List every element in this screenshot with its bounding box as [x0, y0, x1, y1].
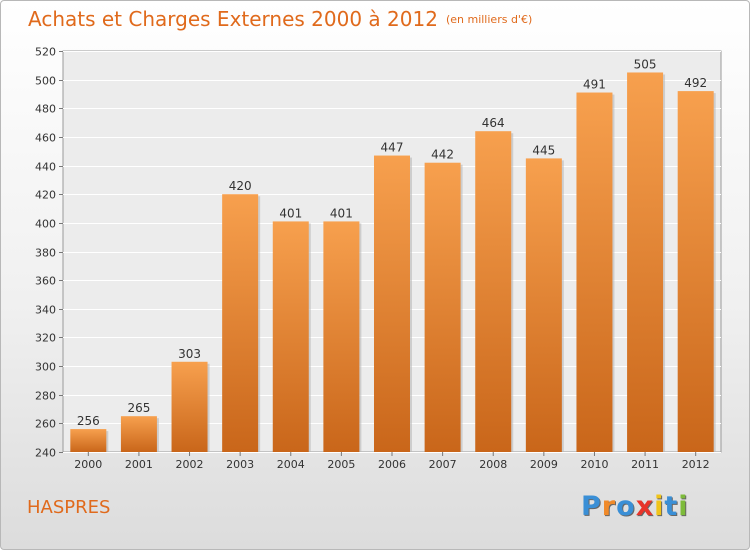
y-tick-label: 520	[35, 46, 56, 59]
proxiti-logo: Proxiti	[581, 491, 689, 522]
bar-value-label: 492	[684, 76, 707, 90]
logo-letter: x	[635, 491, 655, 522]
x-tick-label: 2008	[479, 458, 507, 471]
x-tick-label: 2004	[277, 458, 305, 471]
x-tick-label: 2011	[631, 458, 659, 471]
bar	[374, 155, 410, 452]
bar	[525, 158, 562, 453]
x-tick-label: 2012	[682, 458, 710, 471]
x-tick-label: 2009	[530, 458, 558, 471]
x-tick-label: 2003	[226, 458, 254, 471]
x-tick-label: 2000	[74, 458, 102, 471]
bar-value-label: 447	[381, 141, 404, 155]
bar-value-label: 401	[330, 206, 353, 220]
logo-letter: o	[616, 491, 636, 522]
bar	[576, 92, 613, 453]
y-tick-label: 240	[35, 447, 56, 460]
y-tick-label: 460	[35, 132, 56, 145]
commune-name: HASPRES	[27, 497, 111, 518]
y-tick-label: 380	[35, 247, 56, 260]
bar-value-label: 505	[634, 57, 657, 71]
bar	[424, 162, 461, 452]
y-axis: 240 260 280 300 320 340 360 380 400 420 440 460 480 5…	[35, 46, 63, 460]
x-tick-label: 2005	[327, 458, 355, 471]
y-tick-label: 360	[35, 275, 56, 288]
bar	[272, 221, 309, 452]
x-tick-label: 2010	[580, 458, 608, 471]
bar-value-label: 265	[127, 401, 150, 415]
bar-value-label: 420	[229, 179, 252, 193]
chart-subtitle: (en milliers d'€)	[445, 13, 533, 26]
x-axis: 2000 2001 2002 2003 2004 2005 2006 2007 2008 2009…	[74, 452, 710, 471]
y-tick-label: 280	[35, 390, 56, 403]
x-tick-label: 2006	[378, 458, 406, 471]
x-tick-label: 2001	[125, 458, 153, 471]
bar	[222, 194, 259, 452]
bars: 256 265 303 420 401 401 447 442 464 445 491 505 492	[70, 57, 716, 453]
y-tick-label: 500	[35, 75, 56, 88]
logo-letter: i	[678, 491, 689, 522]
chart-title-block: Achats et Charges Externes 2000 à 2012 (e…	[28, 7, 532, 31]
bar-value-label: 303	[178, 347, 201, 361]
x-tick-label: 2002	[176, 458, 204, 471]
bar-value-label: 491	[583, 78, 606, 92]
x-tick-label: 2007	[429, 458, 457, 471]
bar	[627, 72, 664, 452]
y-tick-label: 340	[35, 304, 56, 317]
logo-letter: r	[601, 491, 617, 522]
bar	[475, 131, 512, 452]
logo-letter: P	[581, 491, 602, 522]
y-tick-label: 260	[35, 418, 56, 431]
bar-value-label: 442	[431, 148, 454, 162]
y-tick-label: 480	[35, 103, 56, 116]
y-tick-label: 300	[35, 361, 56, 374]
bar	[70, 429, 107, 452]
bar	[323, 221, 360, 452]
bar	[120, 416, 157, 452]
y-tick-label: 320	[35, 332, 56, 345]
logo-letter: i	[654, 491, 665, 522]
bar-value-label: 445	[532, 143, 555, 157]
chart-title: Achats et Charges Externes 2000 à 2012	[28, 7, 438, 31]
bar	[171, 361, 208, 452]
bar-value-label: 256	[77, 414, 100, 428]
bar-value-label: 401	[279, 206, 302, 220]
y-tick-label: 400	[35, 218, 56, 231]
y-tick-label: 420	[35, 189, 56, 202]
bar	[677, 91, 714, 452]
logo-letter: t	[664, 491, 679, 522]
bar-value-label: 464	[482, 116, 505, 130]
y-tick-label: 440	[35, 161, 56, 174]
